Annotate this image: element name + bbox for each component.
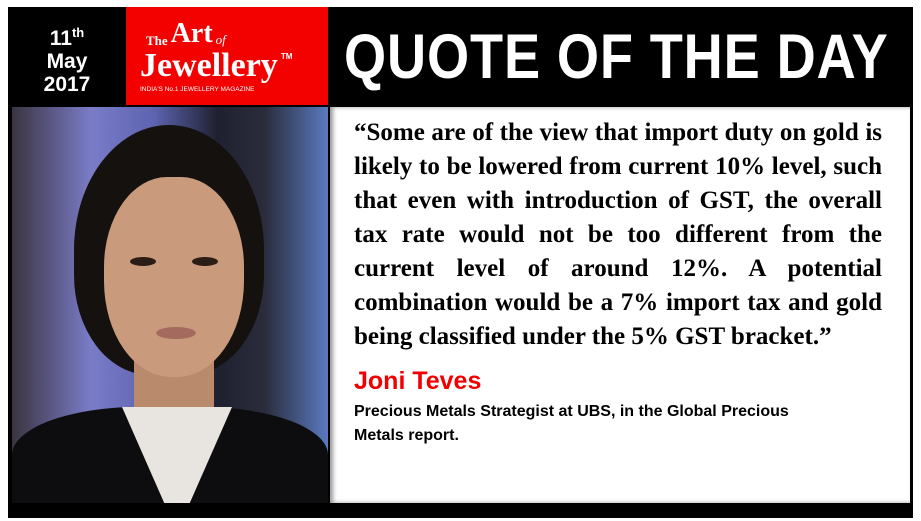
logo-the: The	[146, 33, 168, 48]
logo-tm: TM	[280, 52, 293, 61]
logo-jewellery: Jewellery	[140, 47, 278, 84]
logo-of: of	[215, 32, 226, 47]
date-day: 11	[49, 27, 72, 50]
photo-eye	[130, 257, 156, 266]
author-role: Precious Metals Strategist at UBS, in th…	[354, 403, 789, 444]
logo-main-row: Jewellery TM	[140, 48, 320, 84]
author-photo	[12, 107, 328, 503]
magazine-logo: The Art of Jewellery TM INDIA'S No.1 JEW…	[126, 7, 328, 105]
logo-art: Art	[170, 18, 213, 49]
date-year: 2017	[43, 73, 91, 96]
quote-panel	[330, 107, 910, 503]
photo-face	[104, 177, 244, 377]
quote-text: “Some are of the view that import duty o…	[354, 119, 882, 350]
date-block: 11th May 2017	[8, 7, 126, 105]
logo-tagline: INDIA'S No.1 JEWELLERY MAGAZINE	[140, 86, 255, 93]
date-month: May	[46, 50, 88, 73]
logo-top-row: The Art of	[140, 19, 320, 48]
photo-lips	[156, 327, 196, 339]
page-title: QUOTE OF THE DAY	[344, 22, 889, 92]
photo-eye	[192, 257, 218, 266]
author-name: Joni Teves	[354, 367, 482, 395]
date-suffix: th	[71, 25, 85, 40]
quote-column: “Some are of the view that import duty o…	[354, 116, 882, 500]
